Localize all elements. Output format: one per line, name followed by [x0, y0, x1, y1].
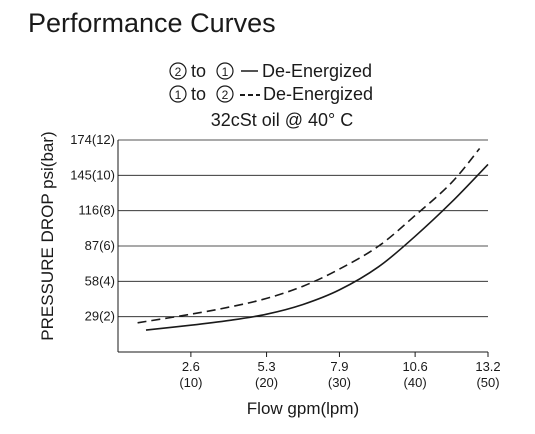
- legend-entry-solid: 2 to 1 De-Energized: [169, 61, 372, 81]
- x-tick-sublabel: (30): [328, 375, 351, 390]
- port-number-from: 2: [175, 65, 182, 79]
- y-tick-label: 116(8): [78, 203, 115, 218]
- series-line-solid: [145, 163, 489, 331]
- x-tick-sublabel: (10): [179, 375, 202, 390]
- port-icon-to: 1: [216, 62, 234, 80]
- series-lines: [137, 147, 489, 331]
- legend-connector: to: [191, 61, 206, 81]
- legend-connector: to: [191, 84, 206, 104]
- x-tick-labels: 2.6(10) 5.3(20) 7.9(30) 10.6(40) 13.2(50): [179, 352, 501, 390]
- port-number-from: 1: [175, 88, 182, 102]
- x-tick-sublabel: (20): [255, 375, 278, 390]
- legend-entry-dashed: 1 to 2 De-Energized: [169, 84, 373, 104]
- y-axis-label: PRESSURE DROP psi(bar): [38, 131, 57, 340]
- x-tick-sublabel: (40): [404, 375, 427, 390]
- x-tick-label: 7.9: [330, 359, 348, 374]
- port-icon-from: 1: [169, 85, 187, 103]
- x-tick-label: 10.6: [402, 359, 427, 374]
- y-tick-label: 29(2): [85, 309, 115, 324]
- y-tick-label: 87(6): [85, 238, 115, 253]
- port-icon-to: 2: [216, 85, 234, 103]
- port-number-to: 2: [222, 88, 229, 102]
- x-axis-label: Flow gpm(lpm): [247, 399, 359, 418]
- y-tick-labels: 29(2) 58(4) 87(6) 116(8) 145(10) 174(12): [70, 132, 115, 324]
- grid-lines: [118, 139, 488, 318]
- y-tick-label: 174(12): [70, 132, 115, 147]
- chart-title: Performance Curves: [28, 8, 276, 38]
- x-tick-sublabel: (50): [476, 375, 499, 390]
- legend-label: De-Energized: [262, 61, 372, 81]
- port-icon-from: 2: [169, 62, 187, 80]
- series-line-dashed: [137, 147, 481, 324]
- x-tick-label: 2.6: [182, 359, 200, 374]
- x-tick-label: 13.2: [475, 359, 500, 374]
- chart-condition: 32cSt oil @ 40° C: [211, 110, 354, 130]
- x-tick-label: 5.3: [258, 359, 276, 374]
- plot-frame: [117, 140, 488, 353]
- port-number-to: 1: [222, 65, 229, 79]
- y-tick-label: 58(4): [85, 273, 115, 288]
- y-tick-label: 145(10): [70, 167, 115, 182]
- legend-label: De-Energized: [263, 84, 373, 104]
